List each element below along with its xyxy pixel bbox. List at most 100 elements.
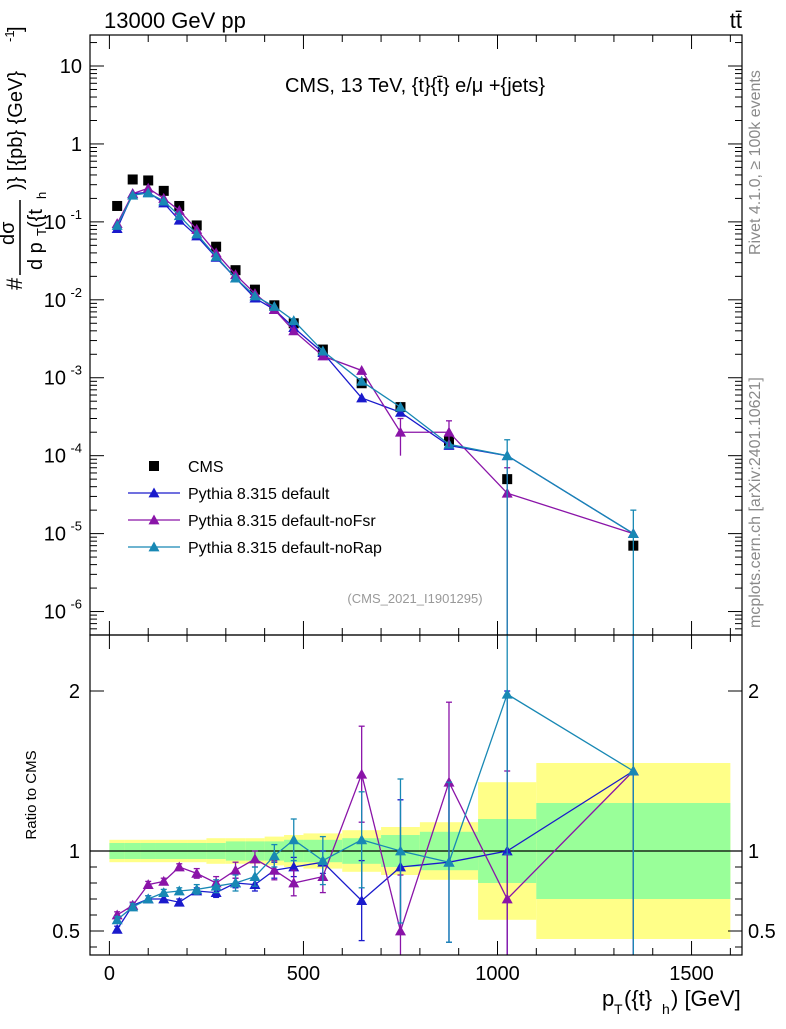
x-tick-label: 1500 <box>669 963 714 985</box>
svg-text:#: # <box>2 277 27 290</box>
legend-marker <box>148 487 160 498</box>
main-y-tick-label: 10 <box>60 56 82 78</box>
main-y-tick-label: 10 -3 <box>44 363 82 390</box>
legend-label: Pythia 8.315 default-noFsr <box>188 513 376 530</box>
ratio-data-point <box>249 871 261 881</box>
ratio-data-point <box>127 901 139 912</box>
main-data-point <box>173 210 185 221</box>
ratio-data-point <box>394 925 406 936</box>
main-data-point <box>317 350 329 361</box>
ratio-y-tick-label-right: 0.5 <box>748 921 776 943</box>
ratio-data-point <box>356 834 368 845</box>
legend-label: CMS <box>188 459 224 476</box>
ratio-y-tick-label-right: 2 <box>748 681 759 703</box>
main-data-point <box>288 325 300 336</box>
x-tick-label: 0 <box>104 963 115 985</box>
ratio-data-point <box>173 861 185 872</box>
ratio-data-point <box>356 895 368 905</box>
main-y-tick-label: 10 -5 <box>44 519 82 546</box>
svg-text:10: 10 <box>44 368 66 390</box>
ratio-data-point <box>142 879 154 889</box>
ratio-data-point <box>317 855 329 865</box>
legend-item: Pythia 8.315 default-noRap <box>128 540 382 557</box>
svg-text:-1: -1 <box>2 30 17 42</box>
ratio-data-point <box>394 845 406 856</box>
x-tick-label: 1000 <box>475 963 520 985</box>
legend-marker <box>149 461 159 471</box>
svg-text:p: p <box>602 986 614 1011</box>
main-data-point <box>211 241 222 252</box>
main-y-tick-label: 10 -6 <box>44 597 82 624</box>
main-data-point <box>158 195 170 206</box>
ratio-y-tick-label: 1 <box>69 841 80 863</box>
ratio-data-point <box>249 853 261 864</box>
svg-text:10: 10 <box>44 446 66 468</box>
ratio-data-point <box>158 893 170 904</box>
ratio-data-point <box>111 923 123 934</box>
svg-text:10: 10 <box>60 56 82 78</box>
ratio-data-point <box>268 850 280 861</box>
svg-text:({t: ({t <box>25 209 47 228</box>
ratio-series-group <box>90 635 742 955</box>
ratio-y-tick-label-right: 1 <box>748 841 759 863</box>
ratio-data-point <box>288 834 300 845</box>
x-axis-label: p T ({t} h ) [GeV] <box>602 986 741 1017</box>
svg-text:-1: -1 <box>70 207 82 222</box>
main-data-point <box>230 272 242 283</box>
legend-label: Pythia 8.315 default <box>188 486 330 503</box>
ratio-data-point <box>268 864 280 875</box>
ratio-data-point <box>443 856 455 867</box>
svg-text:10: 10 <box>44 524 66 546</box>
svg-text:)} [{pb} {GeV}: )} [{pb} {GeV} <box>5 71 27 190</box>
x-tick-label: 500 <box>287 963 320 985</box>
svg-text:-4: -4 <box>70 441 82 456</box>
svg-text:h: h <box>34 192 49 199</box>
ratio-data-point <box>191 867 203 878</box>
svg-text:dσ: dσ <box>0 221 19 245</box>
main-data-point <box>158 185 169 196</box>
main-data-point <box>111 219 123 230</box>
ratio-data-point <box>142 893 154 904</box>
svg-text:-2: -2 <box>70 285 82 300</box>
main-y-tick-label: 10 -1 <box>44 207 82 234</box>
legend: CMS Pythia 8.315 default Pythia 8.315 defa… <box>128 459 382 557</box>
ratio-data-point <box>501 893 513 904</box>
svg-text:10: 10 <box>44 602 66 624</box>
ratio-ylabel: Ratio to CMS <box>23 750 40 839</box>
main-ylabel: # dσ d p T ({t h )} [{pb} {GeV} -1 ] <box>0 26 49 290</box>
svg-text:T: T <box>614 1001 623 1017</box>
ratio-data-point <box>191 883 203 894</box>
main-series-group <box>111 174 639 635</box>
main-data-point <box>112 200 123 211</box>
ratio-data-point <box>158 887 170 897</box>
svg-text:) [GeV]: ) [GeV] <box>671 986 741 1011</box>
svg-text:-3: -3 <box>70 363 82 378</box>
svg-text:h: h <box>662 1001 670 1017</box>
ratio-data-point <box>173 885 185 896</box>
main-data-point <box>268 301 280 311</box>
main-data-point <box>191 228 203 239</box>
main-y-tick-label: 10 -2 <box>44 285 82 312</box>
ratio-data-point <box>210 880 222 891</box>
ratio-data-point <box>173 896 185 907</box>
legend-item: CMS <box>149 459 224 476</box>
main-data-point <box>394 401 406 412</box>
main-data-point <box>288 315 300 326</box>
svg-text:1: 1 <box>71 134 82 156</box>
svg-text:10: 10 <box>44 212 66 234</box>
main-series-line <box>116 192 634 535</box>
main-data-point <box>127 189 139 200</box>
ratio-frame <box>89 634 743 956</box>
main-data-point <box>249 290 261 301</box>
mcplots-label: mcplots.cern.ch [arXiv:2401.10621] <box>747 377 764 628</box>
ratio-data-point <box>230 877 242 888</box>
legend-marker <box>148 514 160 525</box>
ratio-data-point <box>288 861 300 872</box>
main-series-2 <box>111 182 639 539</box>
main-data-point <box>394 406 406 417</box>
svg-text:-6: -6 <box>70 597 82 612</box>
main-data-point <box>210 250 222 261</box>
ratio-y-tick-label: 2 <box>69 681 80 703</box>
collision-label: 13000 GeV pp <box>104 8 246 33</box>
